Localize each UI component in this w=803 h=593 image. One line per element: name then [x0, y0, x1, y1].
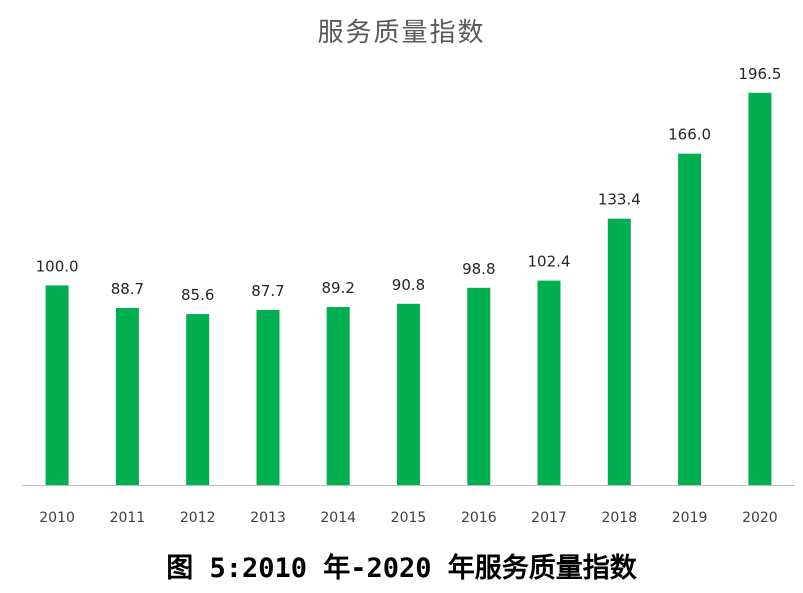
- x-tick-labels-layer: 2010 2011 2012 2013 2014 2015 2016 2017 2018 2019…: [39, 510, 777, 526]
- data-labels-layer: 100.0 88.7 85.6 87.7 89.2 90.8 98.8 102.4 133.4 1…: [36, 65, 782, 304]
- data-label-2016: 98.8: [462, 260, 495, 278]
- x-tick-label-2015: 2015: [391, 510, 427, 526]
- data-label-2017: 102.4: [528, 253, 571, 271]
- bar-2017: [537, 280, 561, 485]
- data-label-2020: 196.5: [738, 65, 781, 83]
- x-tick-label-2014: 2014: [320, 510, 356, 526]
- x-tick-label-2013: 2013: [250, 510, 286, 526]
- data-label-2014: 89.2: [321, 279, 354, 297]
- data-label-2011: 88.7: [111, 280, 144, 298]
- data-label-2012: 85.6: [181, 286, 214, 304]
- bar-2014: [326, 307, 350, 485]
- chart-title: 服务质量指数: [317, 18, 486, 48]
- bar-2016: [467, 287, 491, 485]
- x-tick-label-2012: 2012: [180, 510, 216, 526]
- bar-2020: [748, 92, 772, 486]
- x-tick-label-2020: 2020: [742, 510, 778, 526]
- data-label-2019: 166.0: [668, 126, 711, 144]
- x-tick-label-2016: 2016: [461, 510, 497, 526]
- figure-caption: 图 5:2010 年-2020 年服务质量指数: [166, 553, 637, 584]
- x-tick-label-2017: 2017: [531, 510, 567, 526]
- data-label-2013: 87.7: [251, 282, 284, 300]
- data-label-2015: 90.8: [392, 276, 425, 294]
- data-label-2010: 100.0: [36, 257, 79, 275]
- bar-2018: [607, 218, 631, 485]
- x-tick-label-2010: 2010: [39, 510, 75, 526]
- bar-2013: [256, 310, 280, 485]
- x-tick-label-2018: 2018: [601, 510, 637, 526]
- x-tick-label-2019: 2019: [672, 510, 708, 526]
- bar-2010: [45, 285, 69, 485]
- bar-2011: [115, 308, 139, 485]
- bars-layer: [45, 92, 772, 486]
- bar-2019: [678, 153, 702, 485]
- data-label-2018: 133.4: [598, 191, 641, 209]
- x-tick-label-2011: 2011: [110, 510, 146, 526]
- bar-2012: [186, 314, 210, 485]
- bar-2015: [397, 303, 420, 485]
